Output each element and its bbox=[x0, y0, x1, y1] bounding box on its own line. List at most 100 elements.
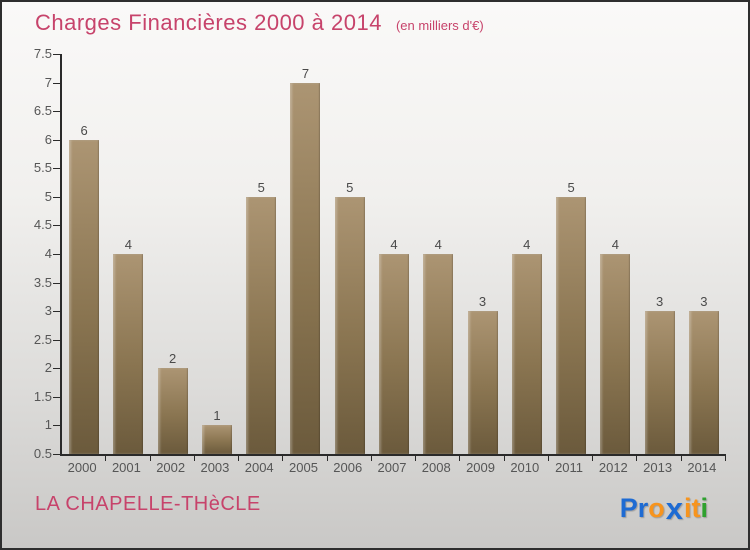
bar-column-2008: 4 bbox=[416, 54, 460, 454]
x-axis-year-label: 2001 bbox=[111, 460, 141, 475]
bar-value-label: 3 bbox=[655, 294, 664, 310]
bar-column-2012: 4 bbox=[593, 54, 637, 454]
chart-title: Charges Financières 2000 à 2014 bbox=[35, 10, 382, 35]
bar-column-2010: 4 bbox=[505, 54, 549, 454]
y-tick-mark bbox=[53, 139, 60, 141]
y-tick-label: 5.5 bbox=[33, 160, 52, 176]
bar-value-label: 4 bbox=[124, 237, 133, 252]
bar-column-2002: 2 bbox=[151, 54, 195, 454]
bar-value-label: 4 bbox=[611, 237, 619, 252]
y-tick-label: 1 bbox=[44, 417, 52, 433]
commune-name: LA CHAPELLE-THèCLE bbox=[35, 493, 261, 515]
y-tick-mark bbox=[53, 311, 60, 313]
bar-column-2000: 6 bbox=[62, 54, 106, 454]
y-tick-label: 3 bbox=[44, 303, 52, 319]
y-tick-mark bbox=[53, 168, 60, 170]
chart-plot-area: 6 4 2 1 5 7 5 4 4 3 4 5 4 3 3 bbox=[53, 54, 726, 461]
bar-value-label: 3 bbox=[478, 294, 487, 310]
y-tick-mark bbox=[53, 425, 60, 427]
proxiti-logo[interactable]: Proxiti bbox=[619, 489, 708, 526]
x-tick-mark bbox=[680, 456, 682, 461]
x-tick-mark bbox=[415, 456, 417, 461]
x-axis-year-label: 2003 bbox=[200, 460, 230, 475]
x-axis-year-label: 2007 bbox=[377, 460, 407, 475]
x-axis-year-label: 2011 bbox=[555, 460, 584, 475]
y-tick-mark bbox=[53, 454, 60, 455]
x-tick-mark bbox=[503, 456, 505, 461]
y-tick-mark bbox=[53, 396, 60, 398]
bar-column-2007: 4 bbox=[372, 54, 416, 454]
bar bbox=[290, 82, 321, 454]
x-axis-year-label: 2006 bbox=[333, 460, 363, 475]
logo-letter: x bbox=[665, 491, 683, 526]
bar bbox=[113, 254, 144, 454]
bar-value-label: 4 bbox=[434, 237, 442, 252]
logo-letter: r bbox=[637, 493, 649, 523]
bar bbox=[69, 139, 100, 454]
logo-letter: t bbox=[691, 493, 701, 523]
bar-value-label: 3 bbox=[700, 294, 708, 310]
x-axis-labels: 2000 2001 2002 2003 2004 2005 2006 2007 2008 2009… bbox=[60, 460, 724, 475]
x-tick-mark bbox=[282, 456, 284, 461]
x-tick-mark bbox=[725, 456, 726, 461]
y-tick-mark bbox=[53, 368, 60, 370]
bar bbox=[688, 311, 719, 454]
bar-column-2001: 4 bbox=[106, 54, 150, 454]
bar bbox=[556, 196, 587, 454]
x-axis-year-label: 2008 bbox=[421, 460, 451, 475]
bar-value-label: 5 bbox=[257, 179, 265, 195]
bar-value-label: 4 bbox=[390, 237, 398, 252]
x-tick-mark bbox=[547, 456, 549, 461]
bar bbox=[334, 196, 365, 454]
x-tick-mark bbox=[105, 456, 107, 461]
y-tick-mark bbox=[53, 339, 60, 341]
bar bbox=[600, 254, 631, 454]
logo-letter: i bbox=[700, 493, 708, 523]
y-tick-label: 7.5 bbox=[33, 46, 52, 61]
bar bbox=[157, 368, 188, 454]
y-tick-mark bbox=[53, 82, 60, 84]
y-tick-label: 1.5 bbox=[33, 388, 52, 404]
bar-series: 6 4 2 1 5 7 5 4 4 3 4 5 4 3 3 bbox=[62, 54, 726, 454]
y-tick-mark bbox=[53, 196, 60, 198]
bar-column-2004: 5 bbox=[239, 54, 283, 454]
x-axis-year-label: 2010 bbox=[510, 460, 540, 475]
x-tick-mark bbox=[193, 456, 195, 461]
y-tick-label: 2 bbox=[44, 360, 52, 376]
chart-header: Charges Financières 2000 à 2014 (en milli… bbox=[35, 10, 484, 36]
x-tick-mark bbox=[326, 456, 328, 461]
y-tick-mark bbox=[53, 225, 60, 227]
x-axis-year-label: 2009 bbox=[466, 460, 495, 475]
y-tick-label: 0.5 bbox=[33, 446, 52, 461]
logo-letter: P bbox=[619, 493, 638, 523]
y-tick-mark bbox=[53, 54, 60, 55]
x-tick-mark bbox=[592, 456, 594, 461]
bar-column-2011: 5 bbox=[549, 54, 593, 454]
bar bbox=[201, 425, 232, 454]
bar bbox=[378, 254, 409, 454]
y-tick-label: 3.5 bbox=[33, 274, 52, 290]
bar-column-2013: 3 bbox=[637, 54, 681, 454]
bar-column-2009: 3 bbox=[460, 54, 504, 454]
x-axis-year-label: 2013 bbox=[643, 460, 673, 475]
bar-column-2006: 5 bbox=[328, 54, 372, 454]
y-tick-label: 5 bbox=[44, 188, 52, 204]
y-tick-label: 2.5 bbox=[33, 331, 52, 347]
y-tick-mark bbox=[53, 111, 60, 113]
y-tick-mark bbox=[53, 282, 60, 284]
bar-value-label: 2 bbox=[169, 351, 177, 367]
y-tick-label: 4 bbox=[44, 246, 52, 261]
bar-value-label: 5 bbox=[567, 179, 575, 195]
bar-value-label: 5 bbox=[346, 179, 354, 195]
bar bbox=[511, 254, 542, 454]
bar-value-label: 1 bbox=[213, 408, 221, 424]
bar bbox=[467, 311, 498, 454]
logo-letter: i bbox=[683, 493, 692, 523]
x-axis-year-label: 2014 bbox=[687, 460, 717, 475]
y-tick-label: 7 bbox=[44, 74, 52, 90]
bar-column-2005: 7 bbox=[283, 54, 327, 454]
x-axis-year-label: 2005 bbox=[289, 460, 318, 475]
x-axis-year-label: 2000 bbox=[67, 460, 97, 475]
x-axis-year-label: 2004 bbox=[244, 460, 274, 475]
x-axis-year-label: 2002 bbox=[156, 460, 186, 475]
